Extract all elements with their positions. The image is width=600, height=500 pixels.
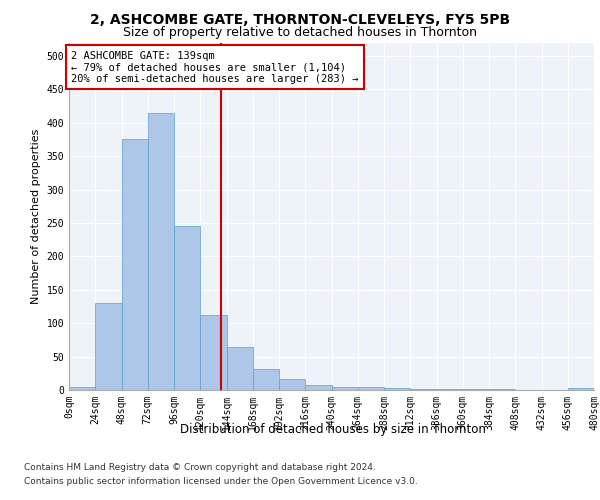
Bar [305,384,331,390]
Text: Contains HM Land Registry data © Crown copyright and database right 2024.: Contains HM Land Registry data © Crown c… [24,464,376,472]
Bar [121,140,148,390]
Bar [95,303,121,390]
Text: 2, ASHCOMBE GATE, THORNTON-CLEVELEYS, FY5 5PB: 2, ASHCOMBE GATE, THORNTON-CLEVELEYS, FY… [90,12,510,26]
Bar [200,315,227,390]
Text: Size of property relative to detached houses in Thornton: Size of property relative to detached ho… [123,26,477,39]
Text: Distribution of detached houses by size in Thornton: Distribution of detached houses by size … [180,422,486,436]
Bar [174,226,200,390]
Bar [253,368,279,390]
Bar [227,346,253,390]
Bar [148,112,174,390]
Bar [358,388,384,390]
Bar [279,380,305,390]
Bar [384,388,410,390]
Y-axis label: Number of detached properties: Number of detached properties [31,128,41,304]
Bar [331,386,358,390]
Text: 2 ASHCOMBE GATE: 139sqm
← 79% of detached houses are smaller (1,104)
20% of semi: 2 ASHCOMBE GATE: 139sqm ← 79% of detache… [71,50,359,84]
Text: Contains public sector information licensed under the Open Government Licence v3: Contains public sector information licen… [24,477,418,486]
Bar [410,388,437,390]
Bar [568,388,594,390]
Bar [69,386,95,390]
